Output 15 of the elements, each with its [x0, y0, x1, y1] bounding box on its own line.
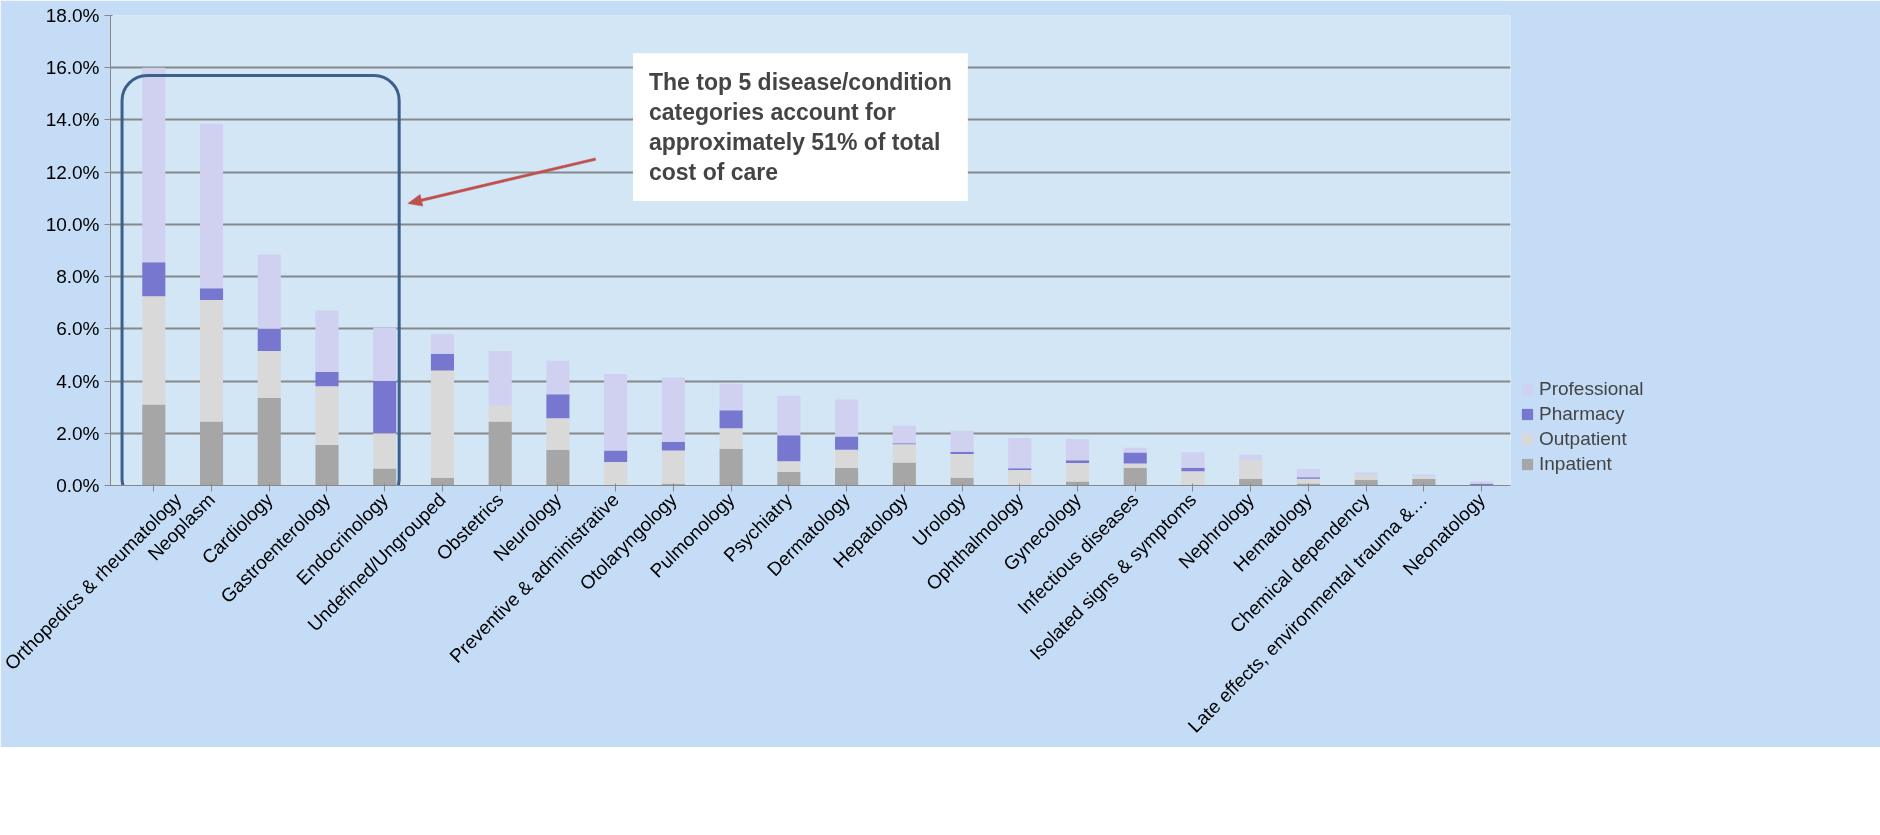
legend-label: Professional	[1539, 378, 1644, 400]
legend-label: Outpatient	[1539, 428, 1627, 450]
y-tick-label: 4.0%	[56, 370, 100, 392]
y-tick-label: 18.0%	[45, 5, 100, 26]
y-tick-label: 10.0%	[45, 213, 100, 235]
y-tick-label: 0.0%	[56, 475, 100, 496]
legend-label: Inpatient	[1539, 453, 1612, 475]
y-tick-label: 8.0%	[56, 266, 100, 288]
y-tick-label: 2.0%	[56, 422, 100, 444]
annotation: The top 5 disease/condition categories account for approximately 51% of total cost of care	[648, 69, 952, 186]
y-tick-label: 16.0%	[45, 57, 100, 79]
y-tick-label: 14.0%	[45, 109, 100, 131]
y-tick-label: 6.0%	[56, 318, 100, 340]
y-tick-label: 12.0%	[45, 161, 100, 183]
legend-label: Pharmacy	[1539, 403, 1625, 425]
